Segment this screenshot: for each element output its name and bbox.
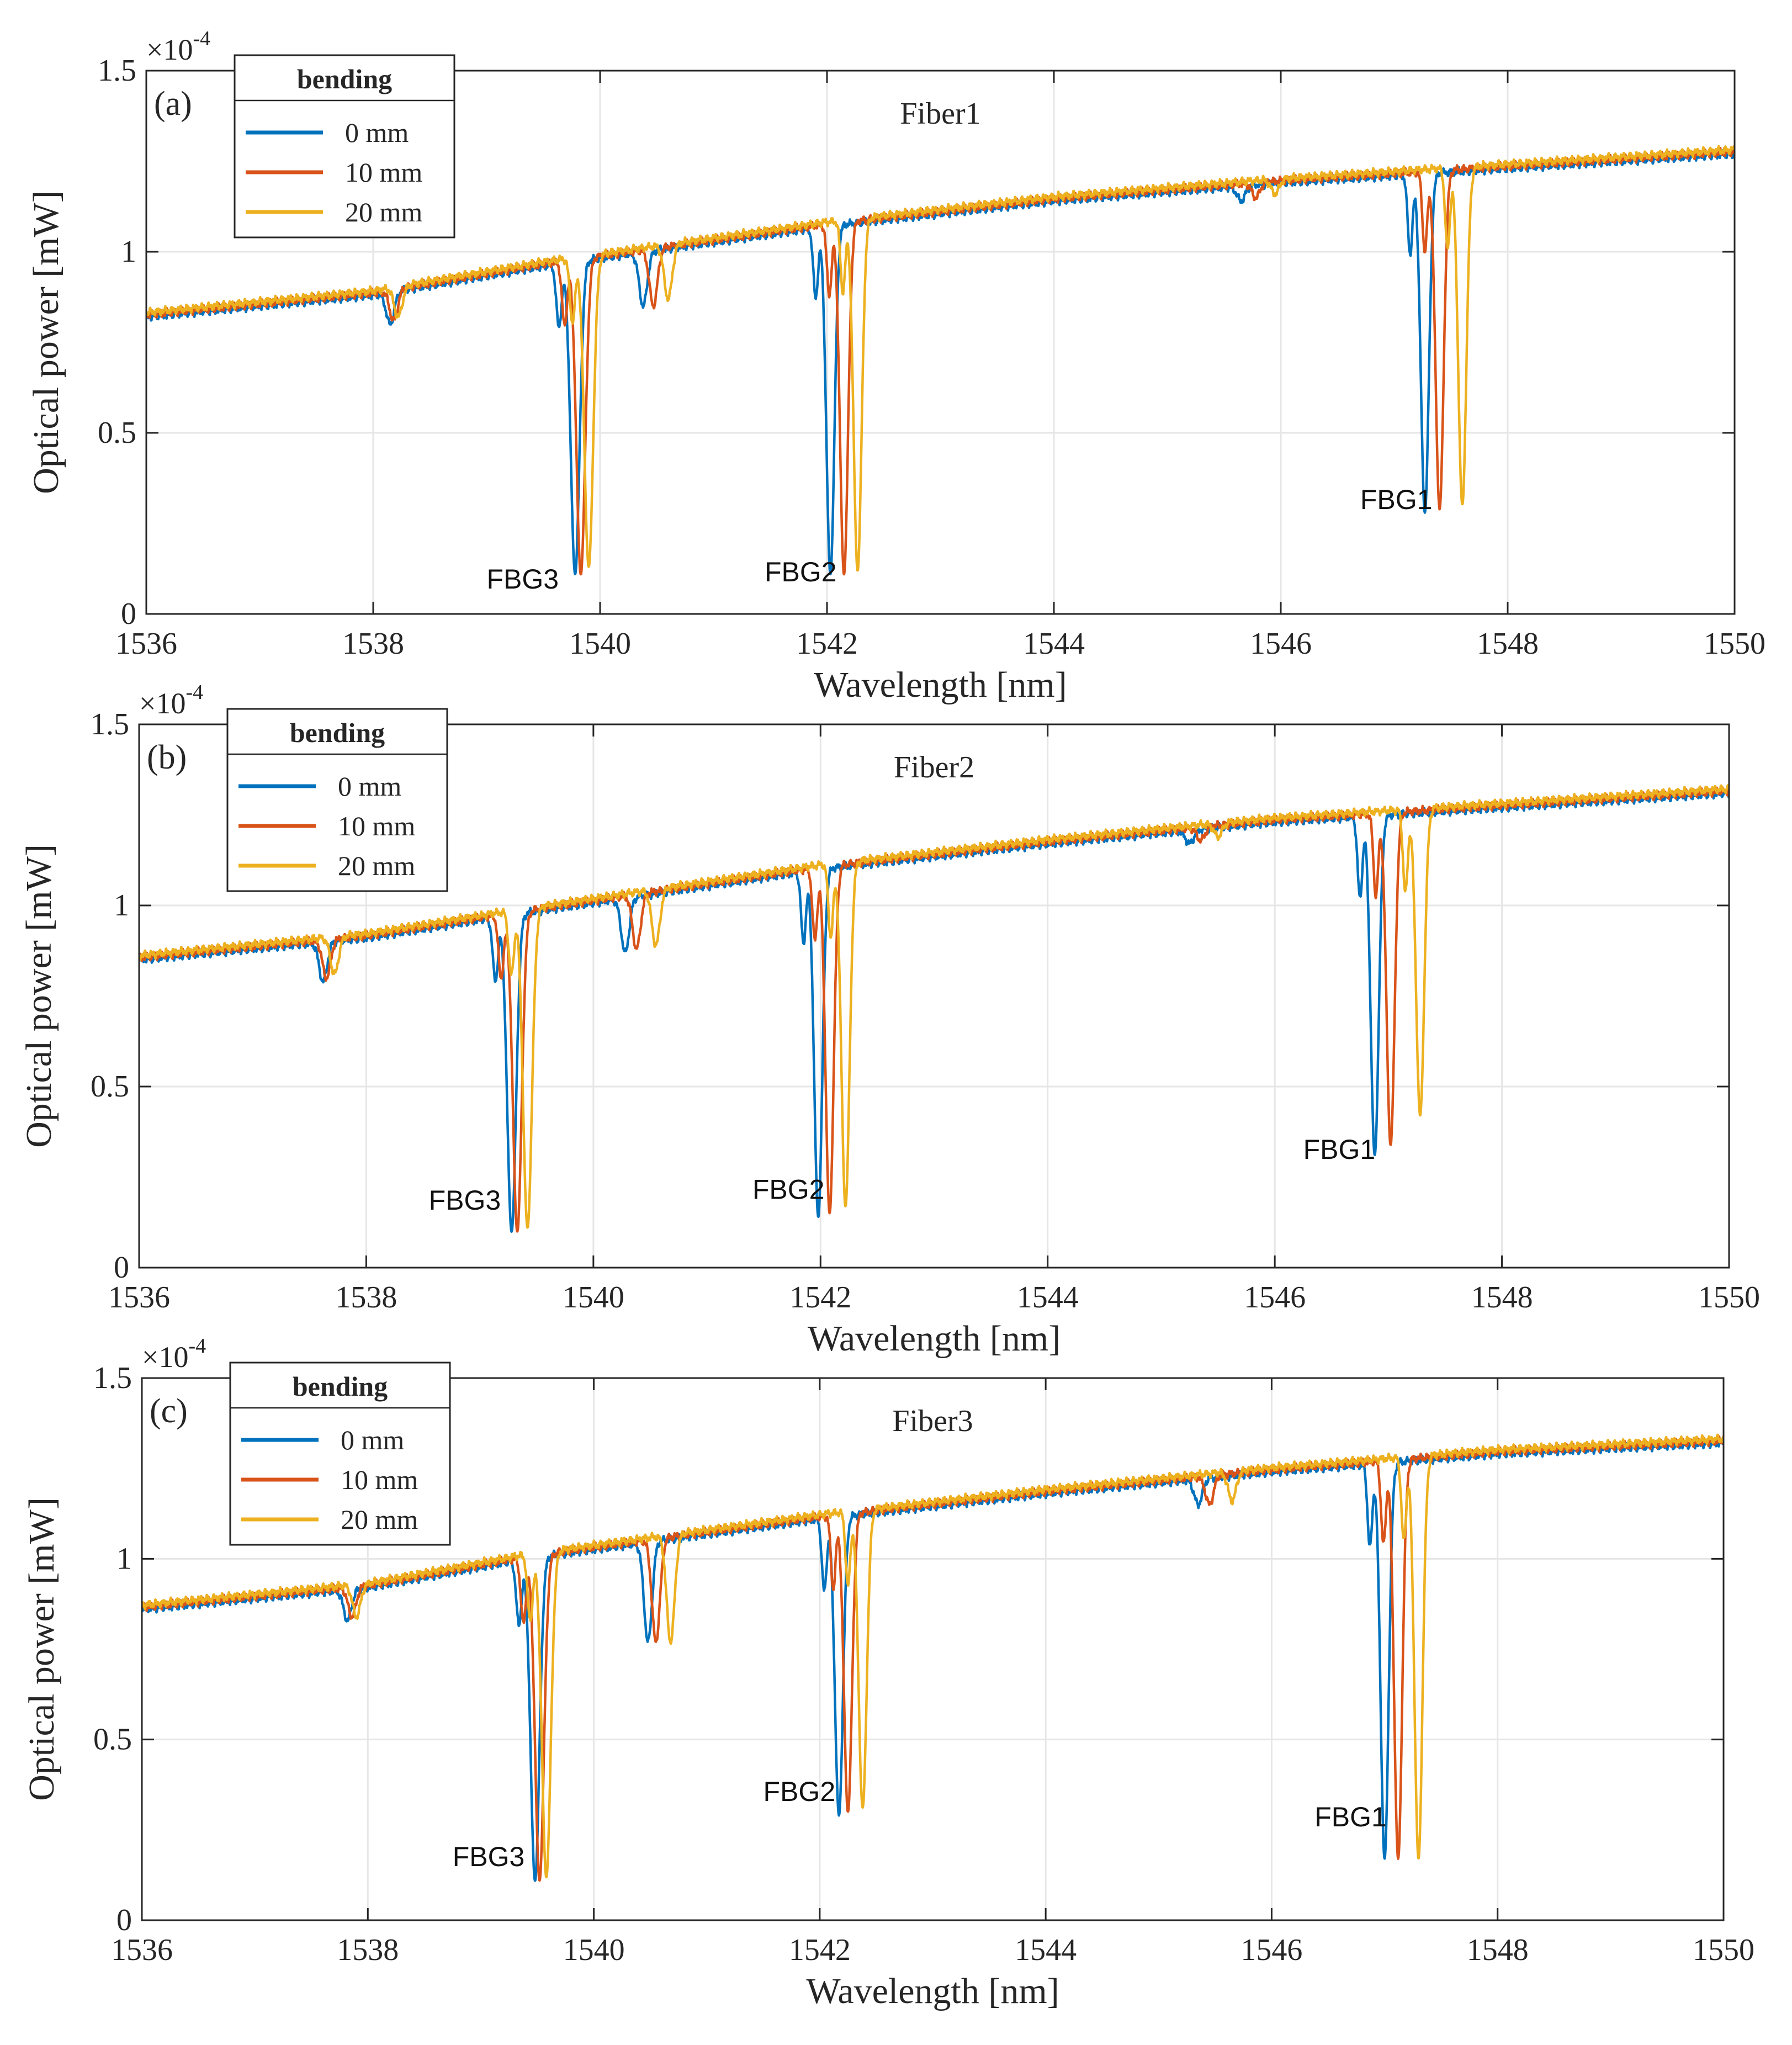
legend-entry: 20 mm — [338, 850, 415, 881]
legend-entry: 0 mm — [345, 117, 409, 148]
legend: bending 0 mm 10 mm 20 mm — [234, 54, 455, 239]
x-tick-label: 1540 — [563, 1280, 624, 1315]
legend: bending 0 mm 10 mm 20 mm — [229, 1361, 451, 1546]
x-tick-label: 1540 — [569, 627, 631, 661]
x-axis-label: Wavelength [nm] — [806, 1971, 1059, 2011]
fbg-annotation: FBG3 — [429, 1185, 501, 1216]
x-tick-label: 1538 — [335, 1280, 397, 1315]
legend-entry: 20 mm — [341, 1504, 418, 1535]
series-group — [142, 1433, 1724, 1882]
x-tick-label: 1536 — [115, 627, 177, 661]
panel-label: (b) — [147, 739, 187, 776]
legend-title: bending — [297, 63, 392, 94]
x-tick-label: 1536 — [111, 1933, 173, 1967]
y-exponent-label: ×10-4 — [142, 1334, 206, 1374]
fbg-annotation: FBG3 — [487, 564, 559, 595]
x-tick-label: 1544 — [1015, 1933, 1077, 1967]
x-tick-label: 1542 — [796, 627, 858, 661]
x-tick-label: 1550 — [1704, 627, 1766, 661]
y-tick-label: 0 — [121, 597, 136, 631]
fbg-annotation: FBG3 — [453, 1841, 525, 1872]
x-tick-label: 1546 — [1250, 627, 1312, 661]
y-axis-label: Optical power [mW] — [19, 844, 59, 1148]
y-axis-label: Optical power [mW] — [22, 1497, 62, 1801]
y-tick-label: 0.5 — [93, 1723, 132, 1757]
y-exponent-multiplier: ×10 — [142, 1341, 188, 1374]
series-line-20-mm — [146, 145, 1735, 572]
fbg-annotation: FBG2 — [764, 1776, 836, 1807]
legend-entry: 10 mm — [341, 1464, 418, 1495]
y-exponent-multiplier: ×10 — [146, 33, 193, 66]
chart-panel: 1536 1538 1540 1542 1544 1546 1548 1550 0 0.5 1 1.5… — [19, 681, 1760, 1359]
y-tick-label: 0.5 — [91, 1069, 129, 1104]
legend-box — [234, 54, 455, 239]
fbg-annotation: FBG2 — [752, 1174, 825, 1205]
y-tick-label: 1 — [121, 235, 136, 269]
x-tick-label: 1546 — [1240, 1933, 1302, 1967]
y-tick-label: 0.5 — [98, 416, 136, 450]
legend-entry: 0 mm — [341, 1424, 404, 1455]
x-tick-label: 1538 — [342, 627, 404, 661]
legend-title: bending — [293, 1371, 388, 1402]
x-tick-label: 1538 — [337, 1933, 399, 1967]
fbg-annotation: FBG2 — [765, 557, 837, 587]
y-tick-label: 1 — [114, 888, 129, 923]
y-exponent-power: -4 — [188, 1334, 206, 1358]
legend-box — [229, 1361, 451, 1546]
legend-entry: 10 mm — [345, 157, 422, 188]
y-exponent-multiplier: ×10 — [139, 687, 185, 720]
axes-box — [138, 723, 1730, 1269]
axes-box — [145, 70, 1736, 615]
y-exponent-label: ×10-4 — [146, 27, 210, 66]
series-group — [139, 784, 1729, 1233]
legend-box — [226, 708, 448, 892]
panel-label: (c) — [150, 1392, 188, 1430]
chart-panel: 1536 1538 1540 1542 1544 1546 1548 1550 0 0.5 1 1.5… — [22, 1334, 1754, 2011]
x-axis-label: Wavelength [nm] — [808, 1318, 1061, 1359]
legend-entry: 20 mm — [345, 197, 422, 227]
y-exponent-power: -4 — [193, 27, 210, 50]
y-tick-label: 1.5 — [98, 54, 136, 88]
y-tick-label: 1.5 — [91, 707, 129, 741]
x-tick-label: 1540 — [563, 1933, 625, 1967]
fiber-title: Fiber2 — [894, 750, 974, 785]
fbg-annotation: FBG1 — [1360, 484, 1433, 515]
fbg-annotation: FBG1 — [1314, 1802, 1387, 1832]
series-line-20-mm — [139, 784, 1729, 1229]
x-tick-label: 1548 — [1477, 627, 1539, 661]
legend-entry: 10 mm — [338, 810, 415, 841]
legend: bending 0 mm 10 mm 20 mm — [226, 708, 448, 892]
x-tick-label: 1542 — [789, 1933, 851, 1967]
y-tick-label: 1.5 — [93, 1361, 132, 1395]
y-tick-label: 1 — [116, 1541, 132, 1576]
chart-panel: 1536 1538 1540 1542 1544 1546 1548 1550 0 0.5 1 1.5… — [26, 27, 1766, 705]
y-tick-label: 0 — [116, 1903, 132, 1937]
y-exponent-label: ×10-4 — [139, 681, 203, 720]
legend-title: bending — [290, 717, 385, 748]
series-line-20-mm — [142, 1433, 1724, 1879]
x-tick-label: 1548 — [1467, 1933, 1529, 1967]
x-tick-label: 1544 — [1023, 627, 1085, 661]
x-tick-label: 1544 — [1017, 1280, 1079, 1315]
x-tick-label: 1536 — [108, 1280, 170, 1315]
legend-entry: 0 mm — [338, 771, 401, 802]
y-tick-label: 0 — [114, 1251, 129, 1285]
series-group — [146, 145, 1735, 576]
fbg-annotation: FBG1 — [1303, 1134, 1376, 1165]
x-tick-label: 1542 — [789, 1280, 851, 1315]
x-axis-label: Wavelength [nm] — [814, 665, 1067, 705]
fiber-title: Fiber1 — [900, 97, 980, 131]
x-tick-label: 1550 — [1693, 1933, 1754, 1967]
panel-label: (a) — [154, 85, 192, 123]
fiber-title: Fiber3 — [892, 1404, 973, 1438]
x-tick-label: 1548 — [1471, 1280, 1533, 1315]
x-tick-label: 1550 — [1698, 1280, 1760, 1315]
y-exponent-power: -4 — [185, 681, 203, 704]
y-axis-label: Optical power [mW] — [26, 190, 66, 494]
x-tick-label: 1546 — [1244, 1280, 1306, 1315]
axes-box — [141, 1377, 1725, 1921]
